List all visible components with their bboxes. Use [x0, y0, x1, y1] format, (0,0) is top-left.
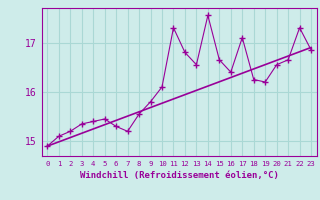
- X-axis label: Windchill (Refroidissement éolien,°C): Windchill (Refroidissement éolien,°C): [80, 171, 279, 180]
